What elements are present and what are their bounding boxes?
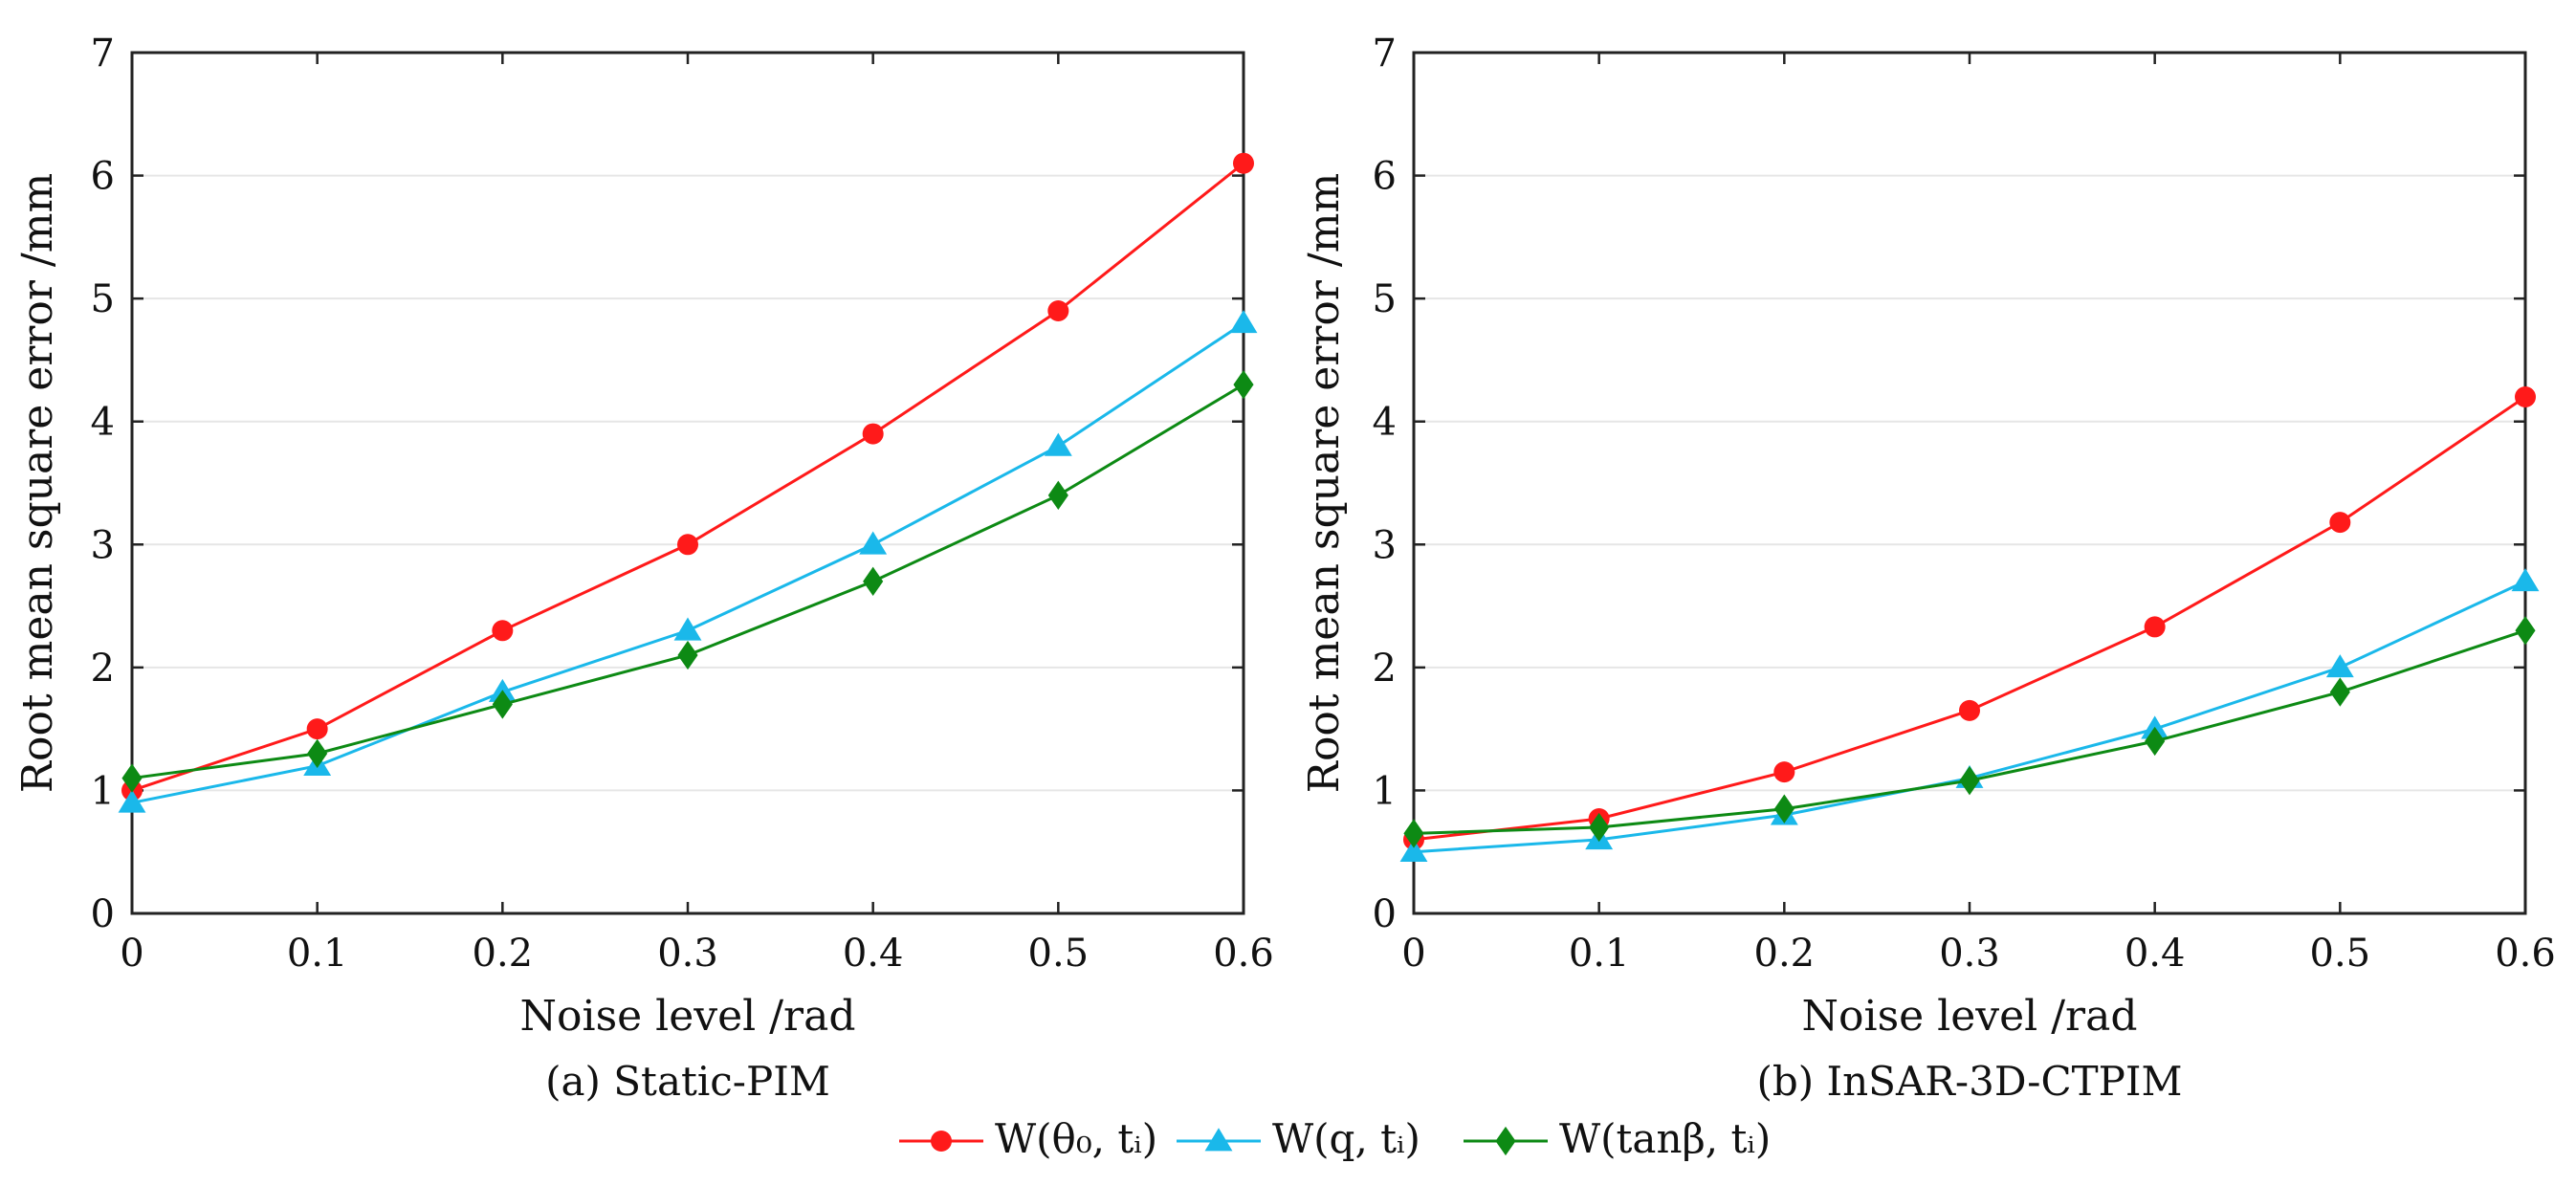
series-line — [131, 383, 1244, 780]
data-point — [2329, 512, 2351, 534]
y-tick-label: 1 — [91, 769, 115, 813]
data-point — [307, 738, 328, 769]
x-tick-label: 0.2 — [1754, 932, 1816, 976]
data-point — [1044, 432, 1072, 456]
panel-caption: (b) InSAR-3D-CTPIM — [1757, 1058, 2183, 1105]
y-tick-label: 5 — [1373, 277, 1397, 321]
x-tick-label: 0.4 — [843, 932, 904, 976]
x-axis-title: Noise level /rad — [1802, 992, 2138, 1041]
data-point — [121, 763, 143, 793]
series-diamond — [121, 369, 1254, 793]
data-point — [2515, 386, 2536, 407]
legend-label: W(θ₀, tᵢ) — [995, 1115, 1157, 1162]
data-point — [677, 534, 698, 556]
y-tick-label: 7 — [1373, 32, 1397, 76]
legend-label: W(q, tᵢ) — [1272, 1115, 1420, 1162]
panel-insar-3d-ctpim: 0 1 2 3 4 5 6 7 0 0.1 0.2 0.3 0.4 0.5 0.6 Noise level /… — [1300, 32, 2556, 1105]
y-tick-label: 4 — [91, 401, 115, 445]
y-axis-title: Root mean square error /mm — [13, 173, 62, 793]
y-tick-label: 2 — [1373, 647, 1397, 691]
legend-item-diamond: W(tanβ, tᵢ) — [1464, 1115, 1771, 1162]
x-tick-label: 0.2 — [473, 932, 534, 976]
legend-marker — [1204, 1128, 1233, 1152]
data-point — [492, 620, 514, 642]
data-point — [306, 718, 328, 740]
data-point — [863, 566, 884, 597]
data-point — [2515, 616, 2536, 646]
data-point — [1589, 812, 1610, 843]
data-point — [1773, 761, 1795, 783]
x-tick-label: 0 — [120, 932, 143, 976]
data-point — [862, 423, 884, 445]
data-point — [2325, 654, 2354, 678]
series-line — [131, 321, 1244, 804]
data-point — [859, 531, 888, 555]
legend: W(θ₀, tᵢ) W(q, tᵢ) W(tanβ, tᵢ) — [899, 1115, 1771, 1162]
y-tick-label: 6 — [91, 155, 115, 199]
x-tick-label: 0.6 — [1213, 932, 1274, 976]
x-tick-label: 0.1 — [1569, 932, 1630, 976]
panel-static-pim: 0 1 2 3 4 5 6 7 0 0.1 0.2 0.3 0.4 0.5 0.6 Noise level /… — [13, 32, 1274, 1105]
x-tick-label: 0.3 — [657, 932, 718, 976]
legend-item-triangle: W(q, tᵢ) — [1177, 1115, 1420, 1162]
data-point — [1233, 369, 1254, 400]
legend-marker — [931, 1131, 952, 1152]
data-point — [677, 640, 698, 670]
legend-item-circle: W(θ₀, tᵢ) — [899, 1115, 1157, 1162]
data-point — [673, 617, 702, 641]
x-tick-label: 0.6 — [2495, 932, 2556, 976]
x-tick-label: 0.4 — [2125, 932, 2186, 976]
data-point — [2511, 568, 2540, 592]
series-diamond — [1403, 616, 2536, 848]
y-tick-label: 0 — [1373, 892, 1397, 936]
data-point — [1047, 300, 1069, 321]
data-point — [1233, 152, 1254, 174]
data-point — [1959, 699, 1980, 721]
data-point — [492, 690, 513, 719]
data-point — [1399, 838, 1428, 863]
panel-caption: (a) Static-PIM — [545, 1058, 830, 1105]
x-axis-title: Noise level /rad — [520, 992, 856, 1041]
data-point — [2144, 616, 2166, 638]
y-tick-label: 4 — [1373, 401, 1397, 445]
x-tick-label: 0.1 — [287, 932, 348, 976]
legend-marker — [1495, 1126, 1516, 1156]
x-tick-label: 0.5 — [2310, 932, 2371, 976]
x-tick-label: 0.5 — [1028, 932, 1090, 976]
data-point — [118, 789, 146, 813]
data-point — [1773, 794, 1794, 824]
y-axis-title: Root mean square error /mm — [1300, 173, 1349, 793]
y-tick-label: 1 — [1373, 769, 1397, 813]
x-tick-label: 0 — [1401, 932, 1425, 976]
series-line — [1413, 628, 2526, 835]
data-point — [1047, 480, 1068, 511]
series-circle — [121, 152, 1254, 802]
data-point — [1229, 310, 1258, 334]
y-tick-label: 5 — [91, 277, 115, 321]
data-point — [1403, 819, 1424, 848]
series-line — [131, 162, 1244, 792]
y-tick-label: 6 — [1373, 155, 1397, 199]
data-point — [1959, 765, 1980, 796]
data-point — [2329, 677, 2350, 707]
data-point — [2145, 726, 2166, 757]
y-tick-label: 3 — [91, 523, 115, 567]
y-tick-label: 7 — [91, 32, 115, 76]
legend-label: W(tanβ, tᵢ) — [1559, 1115, 1771, 1162]
y-tick-label: 0 — [91, 892, 115, 936]
x-tick-label: 0.3 — [1939, 932, 2000, 976]
y-tick-label: 2 — [91, 647, 115, 691]
y-tick-label: 3 — [1373, 523, 1397, 567]
